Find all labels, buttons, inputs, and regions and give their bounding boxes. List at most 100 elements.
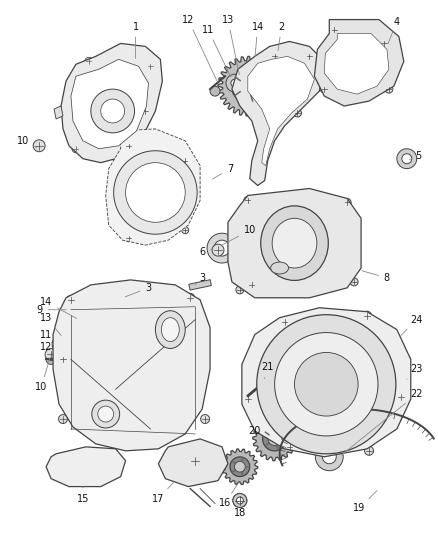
Text: 2: 2 (278, 21, 285, 51)
Circle shape (101, 99, 124, 123)
Circle shape (45, 349, 57, 360)
Circle shape (182, 227, 189, 233)
Circle shape (141, 107, 149, 115)
Circle shape (322, 450, 336, 464)
Circle shape (233, 494, 247, 507)
Circle shape (315, 443, 343, 471)
Circle shape (293, 109, 301, 117)
Circle shape (210, 86, 220, 96)
Circle shape (305, 52, 314, 60)
Circle shape (248, 281, 256, 289)
Circle shape (231, 70, 264, 102)
Text: 16: 16 (219, 483, 238, 508)
Circle shape (237, 497, 244, 504)
Circle shape (280, 317, 289, 326)
Circle shape (46, 354, 56, 365)
Circle shape (226, 74, 244, 92)
Circle shape (73, 461, 89, 477)
Circle shape (98, 406, 114, 422)
Polygon shape (46, 447, 126, 487)
Text: 3: 3 (195, 273, 205, 285)
Text: 1: 1 (132, 21, 138, 59)
Polygon shape (71, 59, 148, 149)
Text: 13: 13 (222, 14, 239, 75)
Polygon shape (228, 189, 361, 298)
Circle shape (231, 79, 239, 87)
Circle shape (396, 393, 405, 402)
Text: 24: 24 (401, 314, 423, 336)
Polygon shape (248, 56, 314, 166)
Polygon shape (106, 129, 200, 245)
Circle shape (91, 89, 134, 133)
Text: 8: 8 (362, 271, 390, 283)
Circle shape (271, 52, 279, 60)
Text: 23: 23 (407, 365, 423, 379)
Circle shape (152, 137, 159, 145)
Circle shape (350, 278, 358, 286)
Ellipse shape (155, 311, 185, 349)
Circle shape (126, 163, 185, 222)
Circle shape (244, 394, 252, 403)
Circle shape (315, 79, 323, 87)
Text: 14: 14 (251, 21, 264, 56)
Text: 3: 3 (125, 283, 152, 297)
Circle shape (72, 145, 80, 153)
Circle shape (125, 142, 132, 149)
Circle shape (33, 140, 45, 152)
Circle shape (320, 85, 328, 93)
Circle shape (212, 244, 224, 256)
Circle shape (52, 336, 70, 353)
Circle shape (67, 295, 75, 304)
Text: 10: 10 (223, 225, 256, 245)
Text: 4: 4 (388, 17, 400, 44)
Text: 6: 6 (199, 247, 213, 257)
Circle shape (364, 446, 374, 455)
Text: 11: 11 (40, 329, 53, 344)
Circle shape (109, 77, 117, 85)
Circle shape (268, 432, 281, 446)
Ellipse shape (161, 318, 179, 342)
Text: 7: 7 (212, 164, 233, 179)
Circle shape (230, 457, 250, 477)
Circle shape (57, 341, 65, 349)
Circle shape (257, 314, 396, 454)
Circle shape (402, 154, 412, 164)
Circle shape (59, 415, 67, 424)
Circle shape (59, 355, 67, 364)
Circle shape (234, 462, 245, 472)
Circle shape (397, 149, 417, 168)
Circle shape (186, 293, 194, 302)
Text: 15: 15 (77, 487, 89, 504)
Polygon shape (53, 280, 210, 451)
Text: 14: 14 (40, 297, 77, 318)
Circle shape (343, 198, 351, 206)
Text: 10: 10 (17, 136, 37, 148)
Ellipse shape (272, 219, 317, 268)
Circle shape (244, 197, 252, 204)
Text: 22: 22 (341, 389, 423, 455)
Polygon shape (61, 290, 120, 350)
Circle shape (114, 151, 197, 234)
Text: 18: 18 (234, 508, 246, 519)
Polygon shape (159, 439, 228, 487)
Circle shape (330, 26, 338, 34)
Circle shape (363, 311, 371, 320)
Ellipse shape (271, 262, 289, 274)
Circle shape (275, 333, 378, 436)
Circle shape (125, 235, 132, 241)
Circle shape (385, 85, 393, 93)
Polygon shape (232, 42, 324, 185)
Circle shape (285, 442, 294, 451)
Circle shape (74, 303, 107, 336)
Text: 12: 12 (40, 343, 52, 358)
Circle shape (239, 77, 257, 95)
Polygon shape (324, 34, 389, 94)
Text: 13: 13 (40, 313, 61, 335)
Circle shape (189, 455, 201, 467)
Polygon shape (104, 292, 127, 303)
Text: 5: 5 (410, 151, 422, 161)
Text: 20: 20 (249, 426, 267, 438)
Ellipse shape (261, 206, 328, 280)
Text: 21: 21 (261, 362, 274, 378)
Polygon shape (314, 20, 404, 106)
